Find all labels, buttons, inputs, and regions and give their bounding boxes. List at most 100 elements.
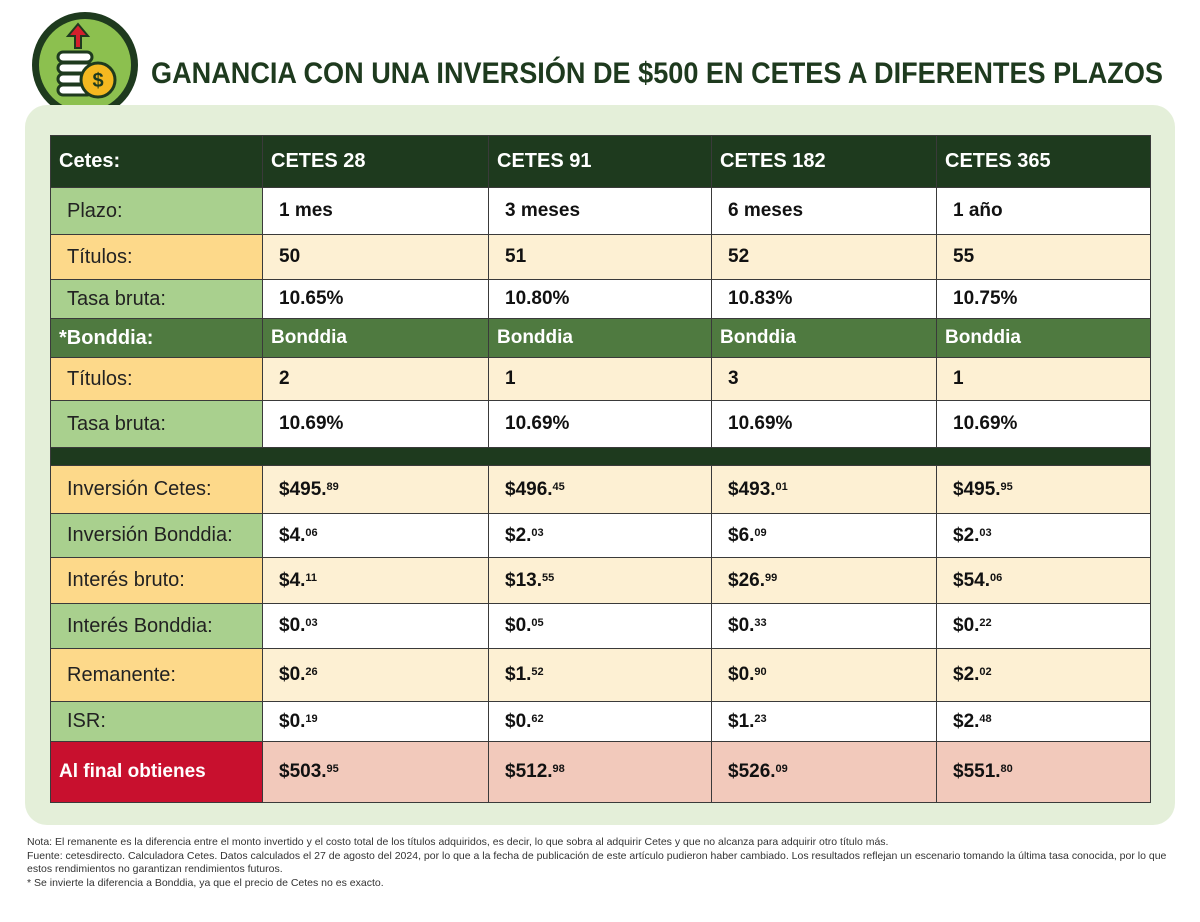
- cell-text: 10.75%: [953, 288, 1018, 309]
- amount: $54.: [953, 569, 990, 591]
- label-text: Inversión Bonddia:: [67, 524, 233, 546]
- cents: 62: [531, 712, 544, 725]
- amount: $4.: [279, 524, 306, 546]
- separator: [51, 448, 1151, 466]
- data-cell: Bonddia: [263, 319, 489, 358]
- label-text: Interés Bonddia:: [67, 614, 213, 637]
- data-cell: 50: [263, 235, 489, 280]
- cents: 11: [305, 571, 318, 584]
- data-cell: 1 año: [937, 188, 1151, 235]
- label-text: Títulos:: [67, 367, 133, 390]
- cell-text: 2: [279, 368, 290, 389]
- cents: 01: [775, 480, 788, 493]
- data-cell: $493. 01: [712, 466, 937, 514]
- note: Nota: El remanente es la diferencia entr…: [27, 836, 889, 848]
- amount: $4.: [279, 569, 306, 591]
- cell-text: 51: [505, 246, 527, 267]
- data-cell: 10.75%: [937, 280, 1151, 319]
- cell-text: 1: [953, 368, 964, 389]
- label-text: Tasa bruta:: [67, 287, 166, 310]
- data-cell: 10.69%: [489, 401, 712, 448]
- cell-text: 10.83%: [728, 288, 793, 309]
- amount: $0.: [279, 664, 306, 685]
- cents: 23: [754, 712, 767, 725]
- cell-text: 1: [505, 368, 516, 389]
- cents: 09: [775, 763, 788, 775]
- cents: 03: [531, 526, 544, 539]
- data-cell: 3 meses: [489, 188, 712, 235]
- data-cell: $2. 48: [937, 702, 1151, 742]
- cents: 06: [305, 526, 318, 539]
- data-cell: $2. 03: [937, 514, 1151, 558]
- header-text: CETES 182: [720, 150, 826, 172]
- cell-text: 1 mes: [279, 200, 333, 221]
- cents: 22: [979, 617, 992, 629]
- cents: 52: [531, 666, 544, 678]
- data-cell: 10.65%: [263, 280, 489, 319]
- data-cell: $0. 26: [263, 649, 489, 702]
- data-cell: 10.83%: [712, 280, 937, 319]
- label-text: ISR:: [67, 710, 106, 732]
- amount: $526.: [728, 761, 776, 782]
- row-label: Remanente:: [51, 649, 263, 702]
- amount: $493.: [728, 478, 776, 500]
- amount: $26.: [728, 569, 765, 591]
- label-text: *Bonddia:: [59, 326, 154, 349]
- amount: $2.: [505, 524, 532, 546]
- cents: 02: [979, 666, 992, 678]
- row-label: ISR:: [51, 702, 263, 742]
- data-cell: $0. 22: [937, 604, 1151, 649]
- data-cell: $495. 95: [937, 466, 1151, 514]
- row-label: *Bonddia:: [51, 319, 263, 358]
- cents: 06: [989, 571, 1003, 584]
- data-cell: $0. 62: [489, 702, 712, 742]
- coins-icon: [56, 50, 117, 99]
- amount: $496.: [505, 478, 553, 500]
- row-label: Interés Bonddia:: [51, 604, 263, 649]
- data-cell: 10.69%: [712, 401, 937, 448]
- cell-text: Bonddia: [945, 327, 1021, 348]
- header-text: CETES 28: [271, 150, 366, 172]
- cell-text: 10.69%: [953, 413, 1018, 434]
- data-cell: $54. 06: [937, 558, 1151, 604]
- cell-text: 10.69%: [728, 413, 793, 434]
- data-cell: $503. 95: [263, 742, 489, 803]
- cents: 26: [305, 666, 318, 678]
- cents: 19: [305, 712, 318, 725]
- amount: $0.: [505, 615, 532, 636]
- notes: Nota: El remanente es la diferencia entr…: [27, 836, 1177, 890]
- column-header: CETES 28: [263, 136, 489, 188]
- header-graphic: $ GANANCIA CON UNA INVERSIÓN DE $500 EN …: [32, 12, 1163, 118]
- amount: $0.: [728, 615, 755, 636]
- label-text: Tasa bruta:: [67, 412, 166, 435]
- amount: $1.: [728, 710, 755, 732]
- data-cell: $551. 80: [937, 742, 1151, 803]
- data-cell: $512. 98: [489, 742, 712, 803]
- data-cell: $0. 19: [263, 702, 489, 742]
- corner-header: Cetes:: [51, 136, 263, 188]
- row-label: Interés bruto:: [51, 558, 263, 604]
- amount: $512.: [505, 761, 553, 782]
- data-cell: 3: [712, 358, 937, 401]
- data-cell: $6. 09: [712, 514, 937, 558]
- cell-text: 3: [728, 368, 739, 389]
- data-cell: $2. 02: [937, 649, 1151, 702]
- amount: $6.: [728, 524, 755, 546]
- amount: $0.: [728, 664, 755, 685]
- cents: 98: [552, 763, 565, 775]
- cell-text: 10.65%: [279, 288, 344, 309]
- cents: 90: [754, 666, 767, 678]
- row-label: Títulos:: [51, 235, 263, 280]
- cell-text: 6 meses: [728, 200, 804, 221]
- data-cell: $0. 33: [712, 604, 937, 649]
- cell-text: Bonddia: [720, 327, 796, 348]
- amount: $0.: [505, 710, 532, 732]
- amount: $495.: [279, 478, 327, 500]
- data-cell: 10.80%: [489, 280, 712, 319]
- data-cell: 1 mes: [263, 188, 489, 235]
- amount: $1.: [505, 664, 532, 685]
- data-cell: $2. 03: [489, 514, 712, 558]
- row-label: Inversión Cetes:: [51, 466, 263, 514]
- cell-text: Bonddia: [271, 327, 347, 348]
- data-cell: 51: [489, 235, 712, 280]
